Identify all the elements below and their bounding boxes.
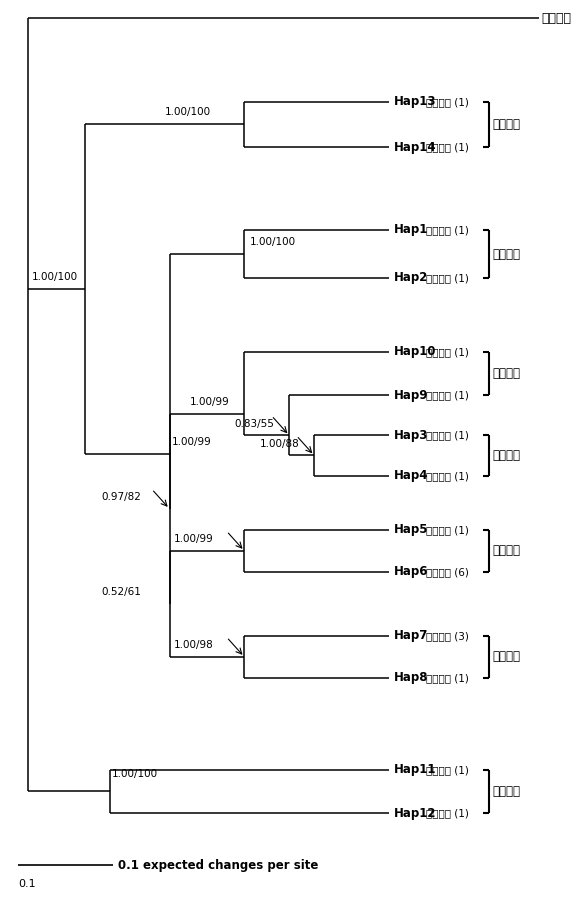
Text: 重唇石斛 (1): 重唇石斛 (1) <box>426 347 469 357</box>
Text: 1.00/100: 1.00/100 <box>112 769 158 779</box>
Text: 菱唇石斛 (1): 菱唇石斛 (1) <box>426 97 469 107</box>
Text: 1.00/100: 1.00/100 <box>165 108 211 118</box>
Text: Hap4: Hap4 <box>394 469 429 483</box>
Text: Hap3: Hap3 <box>394 429 429 441</box>
Text: 霍山石斛 (3): 霍山石斛 (3) <box>426 631 469 641</box>
Text: Hap14: Hap14 <box>394 141 437 153</box>
Text: 美花石斛: 美花石斛 <box>493 785 521 798</box>
Text: 0.52/61: 0.52/61 <box>102 587 142 597</box>
Text: 1.00/99: 1.00/99 <box>190 397 229 407</box>
Text: 重唇石斛 (1): 重唇石斛 (1) <box>426 390 469 400</box>
Text: Hap5: Hap5 <box>394 524 429 536</box>
Text: 0.97/82: 0.97/82 <box>102 492 142 502</box>
Text: 1.00/99: 1.00/99 <box>173 534 213 544</box>
Text: 河南石斛: 河南石斛 <box>493 544 521 558</box>
Text: Hap1: Hap1 <box>394 223 429 237</box>
Text: 0.83/55: 0.83/55 <box>234 419 274 429</box>
Text: 美花石斛 (1): 美花石斛 (1) <box>426 808 469 818</box>
Text: 鐵皮石斛 (1): 鐵皮石斛 (1) <box>426 273 469 283</box>
Text: Hap11: Hap11 <box>394 763 437 777</box>
Text: 1.00/100: 1.00/100 <box>249 237 296 247</box>
Text: 人面石斛: 人面石斛 <box>542 12 572 24</box>
Text: 金馗石斛: 金馗石斛 <box>493 449 521 462</box>
Text: 0.1 expected changes per site: 0.1 expected changes per site <box>118 858 318 872</box>
Text: 霍山石斛 (1): 霍山石斛 (1) <box>426 673 469 683</box>
Text: 鐵皮石斛 (1): 鐵皮石斛 (1) <box>426 225 469 235</box>
Text: 金馗石斛 (1): 金馗石斛 (1) <box>426 430 469 440</box>
Text: Hap8: Hap8 <box>394 672 429 684</box>
Text: 1.00/88: 1.00/88 <box>259 439 299 448</box>
Text: 0.1: 0.1 <box>18 879 35 889</box>
Text: 重唇石斛: 重唇石斛 <box>493 367 521 380</box>
Text: Hap10: Hap10 <box>394 345 437 359</box>
Text: Hap12: Hap12 <box>394 806 437 820</box>
Text: 河南石斛 (6): 河南石斛 (6) <box>426 567 469 577</box>
Text: Hap6: Hap6 <box>394 565 429 579</box>
Text: Hap13: Hap13 <box>394 95 437 109</box>
Text: 霍山石斛: 霍山石斛 <box>493 650 521 664</box>
Text: 1.00/98: 1.00/98 <box>173 640 213 650</box>
Text: Hap9: Hap9 <box>394 388 429 402</box>
Text: Hap2: Hap2 <box>394 272 429 284</box>
Text: 美花石斛 (1): 美花石斛 (1) <box>426 765 469 775</box>
Text: 1.00/100: 1.00/100 <box>32 273 78 283</box>
Text: 菱唇石斛 (1): 菱唇石斛 (1) <box>426 142 469 152</box>
Text: 1.00/99: 1.00/99 <box>172 437 211 447</box>
Text: 菱唇石斛: 菱唇石斛 <box>493 118 521 131</box>
Text: 河南石斛 (1): 河南石斛 (1) <box>426 525 469 535</box>
Text: Hap7: Hap7 <box>394 630 429 642</box>
Text: 鐵皮石斛: 鐵皮石斛 <box>493 248 521 260</box>
Text: 金馗石斛 (1): 金馗石斛 (1) <box>426 471 469 481</box>
